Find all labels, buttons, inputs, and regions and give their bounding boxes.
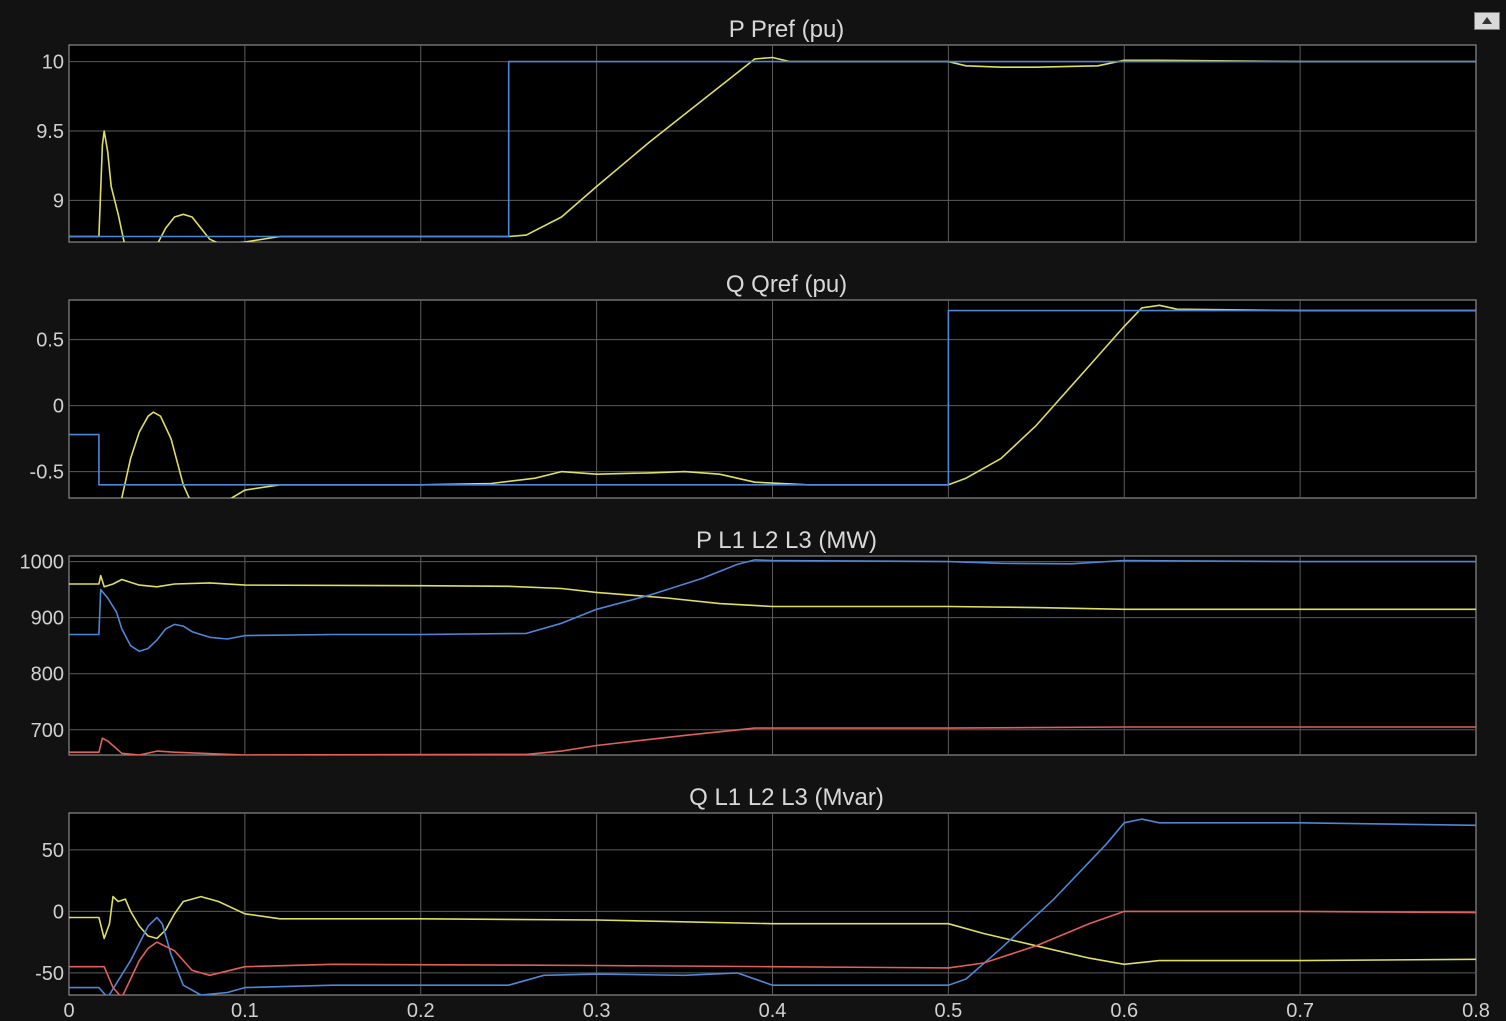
subplot-title: Q Qref (pu) xyxy=(726,271,847,298)
series-line-1 xyxy=(69,895,1476,966)
series-line-1 xyxy=(69,574,1476,611)
x-tick-label: 0.6 xyxy=(1110,1000,1138,1021)
y-tick-label: 9 xyxy=(53,190,64,212)
subplot-title: P L1 L2 L3 (MW) xyxy=(696,527,877,554)
x-tick-label: 0.7 xyxy=(1286,1000,1314,1021)
y-tick-label: 0.5 xyxy=(36,330,64,352)
x-tick-label: 0.4 xyxy=(759,1000,787,1021)
subplot-title: P Pref (pu) xyxy=(729,16,845,43)
y-tick-label: 10 xyxy=(42,52,64,74)
subplot-2: Q Qref (pu) -0.5 0 0.5 xyxy=(30,271,1477,499)
series-line-2 xyxy=(69,559,1476,653)
series-line-2 xyxy=(69,60,1476,238)
y-tick-label: 900 xyxy=(31,608,64,630)
y-tick-label: -0.5 xyxy=(30,462,64,484)
x-tick-label: 0.1 xyxy=(231,1000,259,1021)
x-tick-label: 0.8 xyxy=(1462,1000,1490,1021)
y-tick-label: 9.5 xyxy=(36,121,64,143)
subplot-1: P Pref (pu) 9 9.5 10 xyxy=(36,16,1477,243)
y-tick-label: 700 xyxy=(31,720,64,742)
series-line-2 xyxy=(69,309,1476,486)
x-tick-label: 0.5 xyxy=(934,1000,962,1021)
restore-axes-icon[interactable] xyxy=(1474,12,1500,30)
subplot-title: Q L1 L2 L3 (Mvar) xyxy=(689,784,884,811)
y-tick-label: 1000 xyxy=(20,552,65,574)
series-line-3 xyxy=(69,726,1476,755)
y-tick-label: 800 xyxy=(31,664,64,686)
series-line-2 xyxy=(69,818,1476,995)
series-line-1 xyxy=(121,304,1476,498)
y-tick-label: 0 xyxy=(53,396,64,418)
x-tick-label: 0 xyxy=(63,1000,74,1021)
subplot-4: Q L1 L2 L3 (Mvar) -50 0 50 0 0.1 0.2 0.3 0.4 0.5 0… xyxy=(35,784,1490,1021)
x-tick-label: 0.3 xyxy=(583,1000,611,1021)
y-tick-label: 50 xyxy=(42,840,64,862)
subplot-3: P L1 L2 L3 (MW) 700 800 900 1000 xyxy=(20,527,1477,756)
y-tick-label: -50 xyxy=(35,963,64,985)
series-line-3 xyxy=(69,910,1476,995)
y-tick-label: 0 xyxy=(53,901,64,923)
x-tick-label: 0.2 xyxy=(407,1000,435,1021)
